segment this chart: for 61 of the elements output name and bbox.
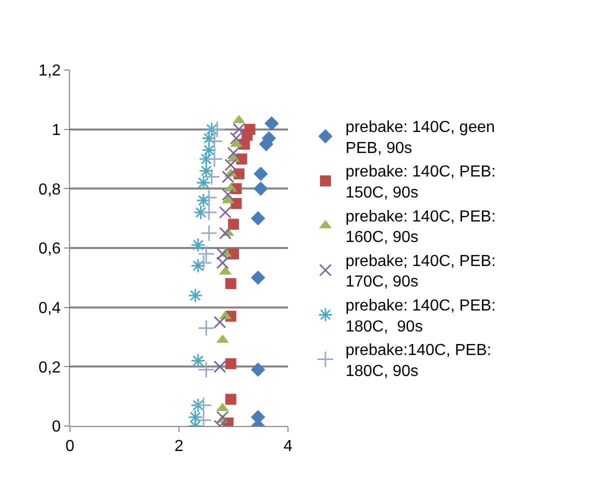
- point: [216, 256, 229, 270]
- point: [264, 116, 279, 131]
- y-tick-label: 1,2: [38, 62, 61, 80]
- point: [250, 270, 266, 285]
- point: [198, 320, 215, 337]
- point: [222, 170, 234, 184]
- point: [225, 278, 236, 290]
- point: [227, 146, 240, 160]
- y-tick-label: 0,6: [38, 240, 61, 258]
- point: [225, 358, 236, 370]
- point: [190, 353, 206, 368]
- point: [222, 188, 234, 201]
- legend-label: prebake:140C, PEB: 180C, 90s: [345, 342, 492, 380]
- point: [206, 132, 223, 150]
- point: [232, 123, 246, 136]
- point: [200, 189, 218, 206]
- point: [202, 130, 216, 146]
- point: [208, 120, 226, 138]
- y-tick-label: 0,8: [38, 181, 61, 198]
- point: [228, 248, 239, 260]
- point: [188, 410, 203, 424]
- y-tick-label: 0,4: [38, 300, 61, 317]
- point: [198, 245, 215, 262]
- x-tick-label: 2: [174, 438, 184, 456]
- point: [200, 224, 218, 242]
- y-tick-label: 0,2: [38, 359, 61, 376]
- point: [254, 166, 268, 181]
- point: [203, 168, 220, 186]
- y-tick-label: 0: [52, 418, 61, 436]
- point: [206, 150, 223, 168]
- point: [196, 175, 211, 190]
- point: [214, 316, 226, 328]
- point: [195, 254, 212, 272]
- point: [198, 361, 215, 378]
- point: [188, 288, 203, 303]
- point: [219, 206, 232, 219]
- x-tick-label: 0: [66, 438, 75, 456]
- point: [190, 258, 206, 274]
- point: [200, 204, 218, 221]
- point: [216, 410, 229, 424]
- point: [202, 142, 216, 158]
- point: [214, 360, 226, 373]
- point: [250, 211, 266, 226]
- point: [198, 152, 214, 166]
- point: [250, 362, 266, 377]
- point: [193, 205, 208, 220]
- point: [228, 218, 239, 230]
- point: [195, 396, 212, 414]
- y-tick-label: 1: [52, 122, 61, 139]
- point: [195, 412, 212, 426]
- x-tick-label: 4: [284, 438, 293, 456]
- point: [230, 132, 242, 144]
- point: [198, 164, 214, 178]
- point: [190, 238, 206, 252]
- point: [224, 158, 238, 172]
- point: [225, 394, 236, 405]
- point: [219, 226, 232, 240]
- point: [204, 122, 220, 137]
- point: [216, 248, 229, 260]
- point: [254, 182, 268, 196]
- point: [196, 193, 211, 208]
